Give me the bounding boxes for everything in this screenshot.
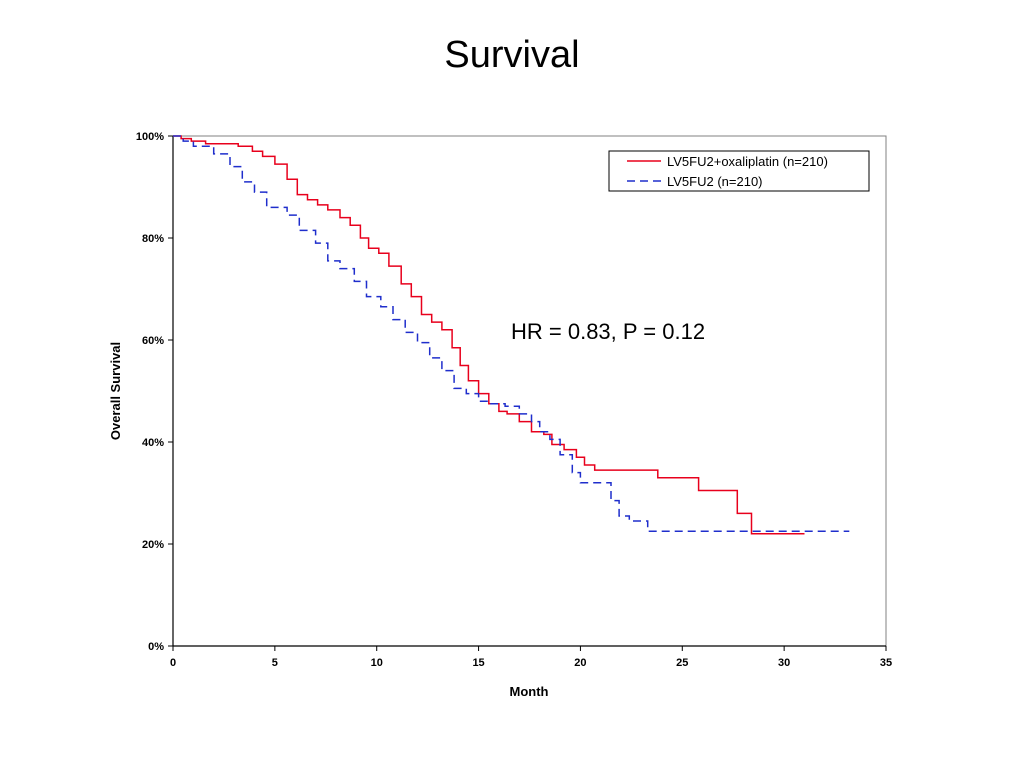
x-ticks: 0 5 10 15 20 25 30 35 bbox=[170, 646, 892, 669]
legend-label-lv5fu2: LV5FU2 (n=210) bbox=[667, 174, 763, 189]
plot-area bbox=[172, 135, 887, 647]
x-axis-title: Month bbox=[510, 684, 549, 699]
legend-box bbox=[608, 150, 870, 192]
x-tick-label: 35 bbox=[880, 657, 892, 669]
hazard-ratio-annotation: HR = 0.83, P = 0.12 bbox=[511, 319, 705, 344]
series-line-lv5fu2 bbox=[173, 135, 850, 533]
y-axis-title: Overall Survival bbox=[108, 342, 123, 440]
x-tick-label: 25 bbox=[676, 657, 688, 669]
legend: LV5FU2+oxaliplatin (n=210) LV5FU2 (n=210… bbox=[608, 150, 870, 192]
series-layer bbox=[173, 135, 850, 535]
y-tick-label: 100% bbox=[136, 131, 164, 143]
y-tick-label: 60% bbox=[142, 335, 164, 347]
series-line-oxaliplatin bbox=[173, 135, 805, 535]
slide-title: Survival bbox=[444, 34, 580, 76]
y-ticks: 0% 20% 40% 60% 80% 100% bbox=[136, 131, 173, 653]
x-tick-label: 5 bbox=[272, 657, 278, 669]
x-tick-label: 0 bbox=[170, 657, 176, 669]
y-tick-label: 80% bbox=[142, 233, 164, 245]
x-tick-label: 30 bbox=[778, 657, 790, 669]
x-tick-label: 10 bbox=[371, 657, 383, 669]
y-tick-label: 0% bbox=[148, 641, 164, 653]
y-tick-label: 20% bbox=[142, 539, 164, 551]
y-tick-label: 40% bbox=[142, 437, 164, 449]
legend-label-oxaliplatin: LV5FU2+oxaliplatin (n=210) bbox=[667, 154, 828, 169]
axes bbox=[172, 136, 886, 647]
x-tick-label: 20 bbox=[574, 657, 586, 669]
x-tick-label: 15 bbox=[472, 657, 484, 669]
